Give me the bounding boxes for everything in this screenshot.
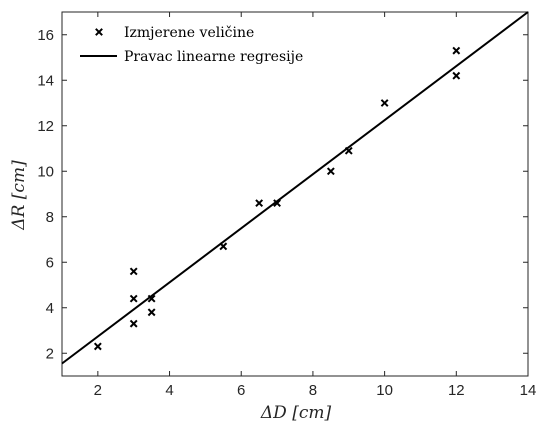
data-point	[93, 342, 102, 351]
data-point	[129, 319, 138, 328]
y-tick-label: 14	[37, 72, 54, 89]
data-point	[255, 199, 264, 208]
legend-x-marker	[95, 28, 103, 36]
data-point	[452, 71, 461, 80]
regression-line-series	[61, 11, 529, 365]
y-tick-label: 8	[46, 209, 54, 226]
y-tick-label: 10	[37, 163, 54, 180]
y-tick-label: 4	[46, 300, 54, 317]
y-axis-ticks: 2 4 6 8 10 12 14 16	[37, 27, 528, 362]
data-point	[380, 99, 389, 107]
data-point	[344, 146, 353, 155]
plot-frame	[61, 11, 529, 377]
legend: Izmjerene veličine Pravac linearne regre…	[80, 25, 303, 65]
legend-label-regression: Pravac linearne regresije	[124, 49, 303, 65]
data-point	[273, 199, 281, 208]
x-tick-label: 8	[309, 382, 317, 399]
data-point	[326, 167, 335, 176]
data-point	[129, 294, 138, 303]
x-tick-label: 10	[376, 382, 393, 399]
axes	[61, 11, 529, 377]
data-point	[219, 242, 228, 251]
y-tick-label: 2	[46, 345, 54, 362]
y-axis-label: ΔR [cm]	[9, 160, 29, 231]
data-point	[147, 308, 156, 317]
x-tick-label: 14	[520, 382, 537, 399]
y-tick-label: 6	[46, 254, 54, 271]
measured-points-series	[93, 46, 461, 351]
data-point	[147, 294, 156, 303]
data-point	[129, 267, 138, 276]
legend-label-measured: Izmjerene veličine	[124, 25, 254, 41]
y-tick-label: 12	[37, 118, 54, 135]
x-tick-label: 6	[237, 382, 245, 399]
legend-marker-measured	[95, 28, 103, 36]
x-axis-ticks: 2 4 6 8 10 12 14	[94, 12, 537, 399]
y-tick-label: 16	[37, 27, 54, 44]
x-tick-label: 2	[94, 382, 102, 399]
x-tick-label: 12	[448, 382, 465, 399]
data-point	[452, 46, 461, 55]
x-axis-label: ΔD [cm]	[260, 403, 332, 423]
x-tick-label: 4	[165, 382, 173, 399]
regression-line	[61, 11, 529, 365]
